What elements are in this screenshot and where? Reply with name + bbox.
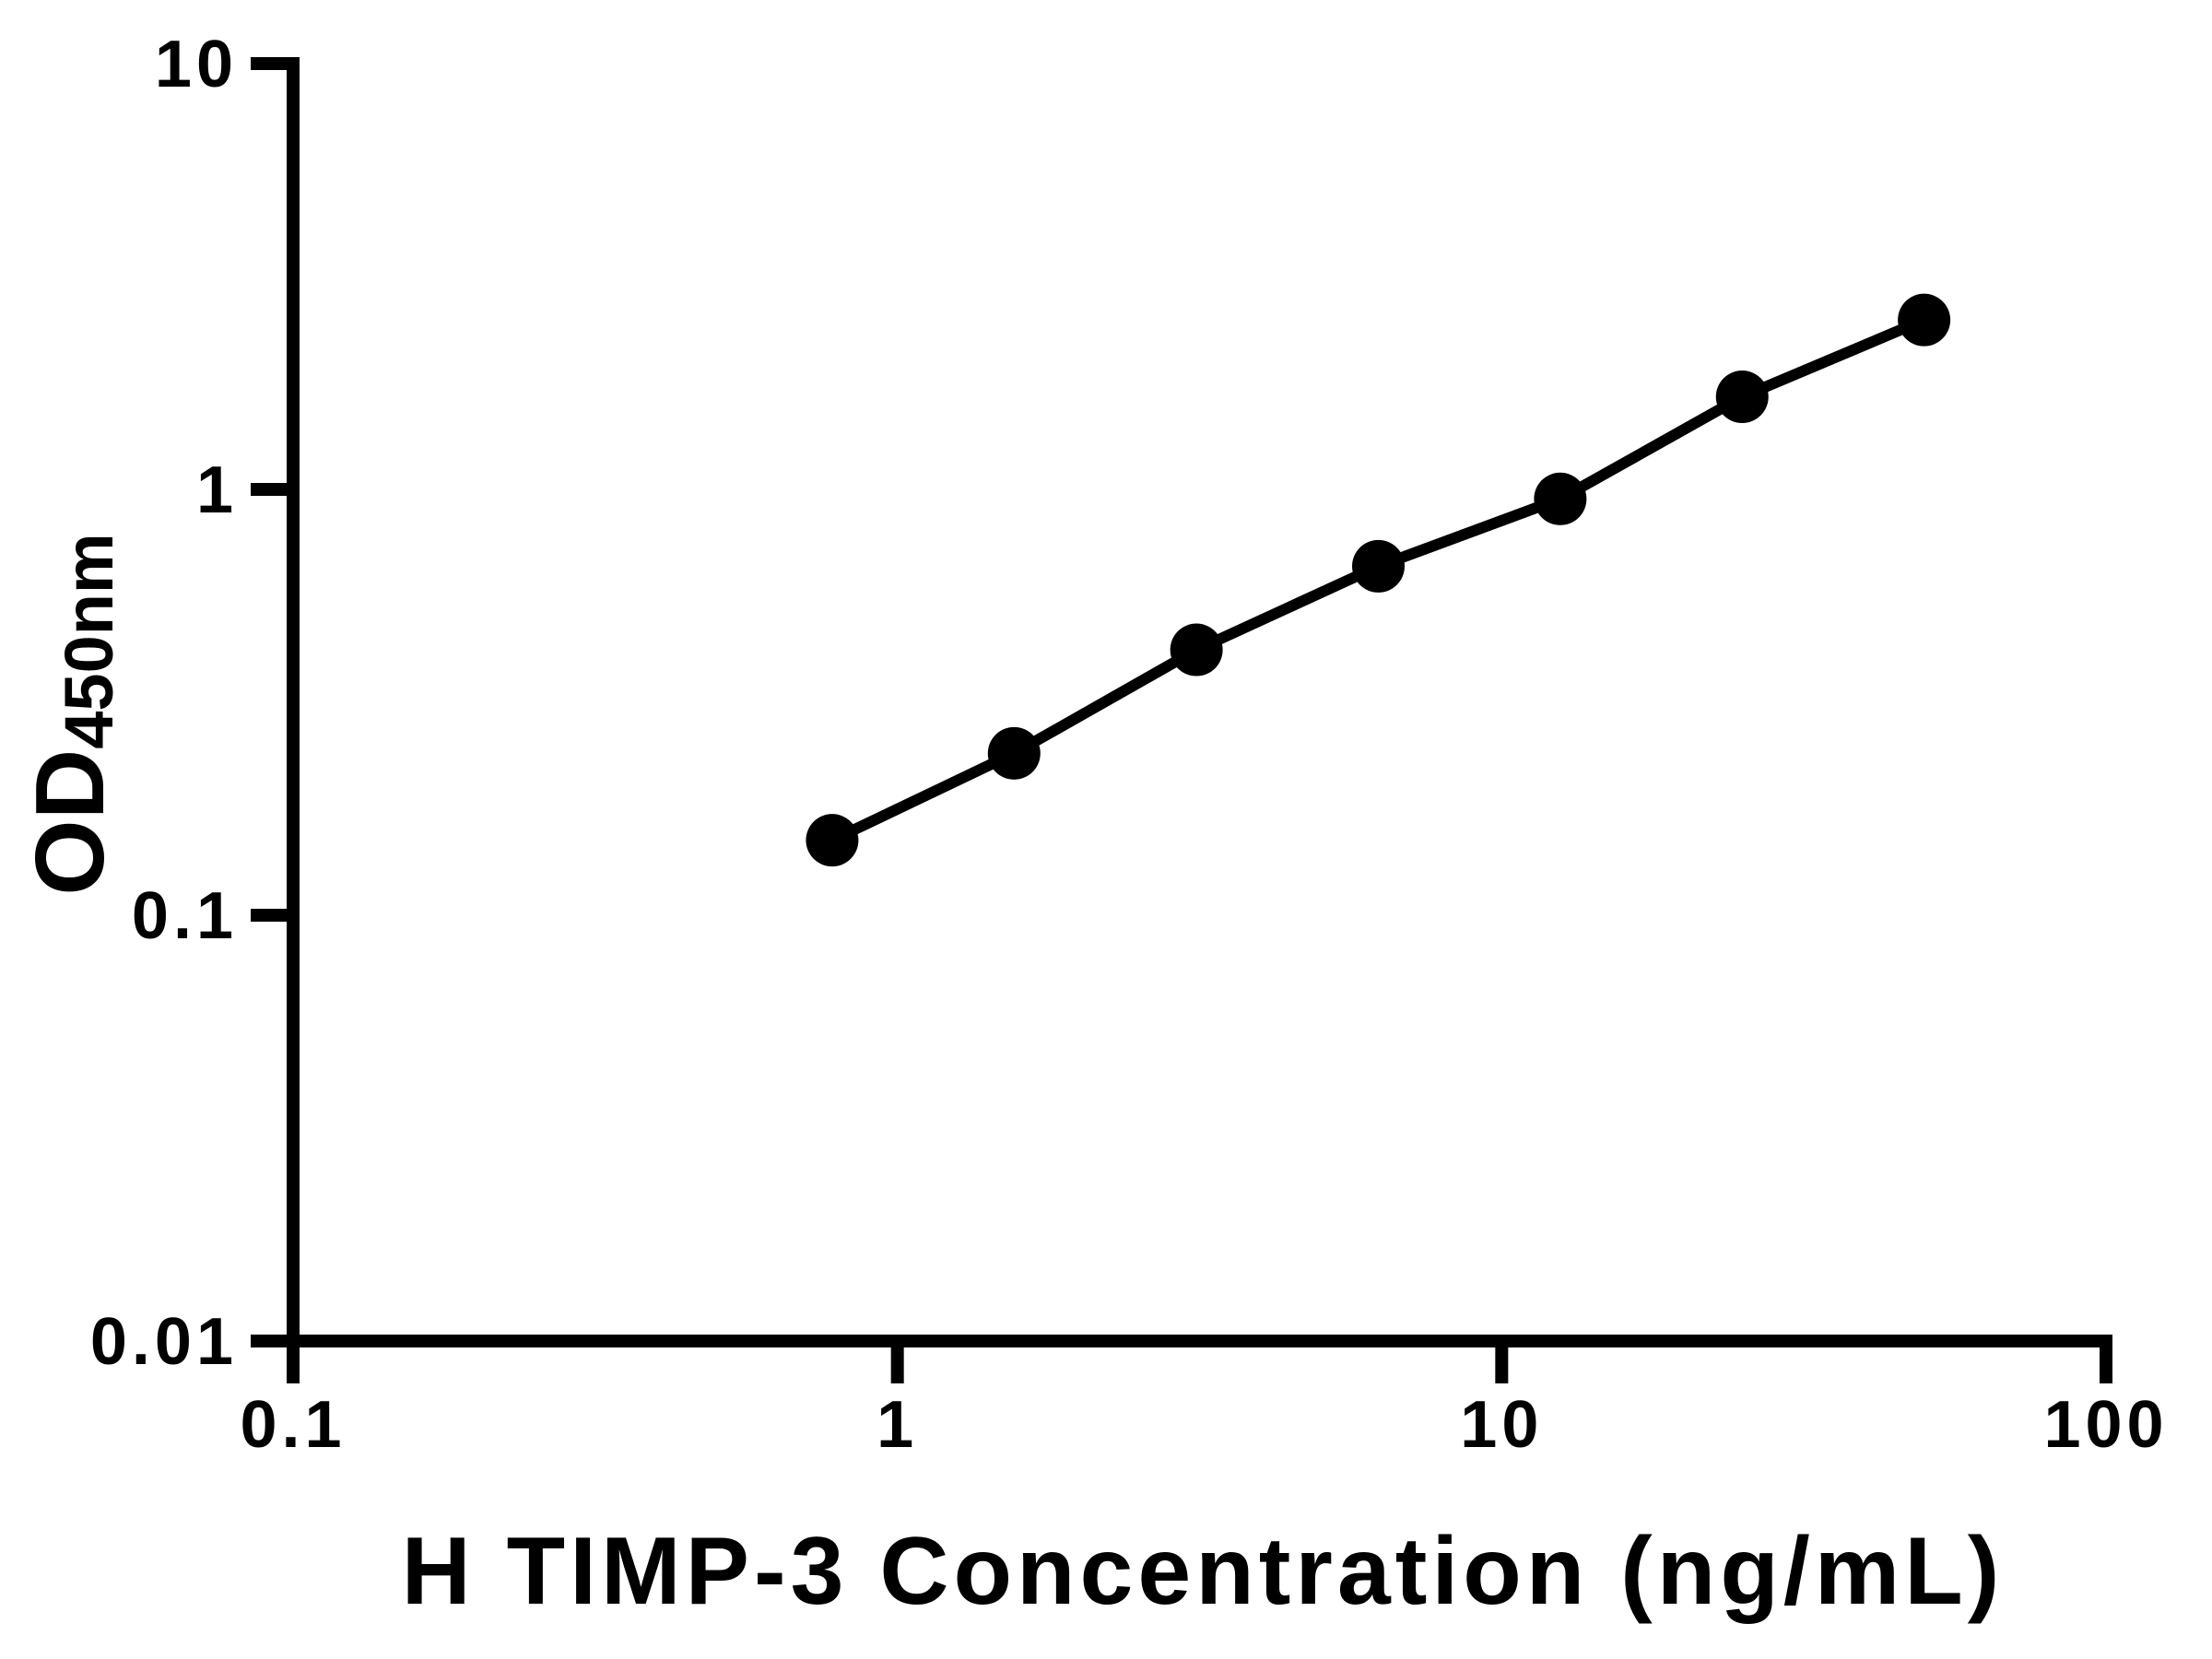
x-tick-label: 0.1: [240, 1388, 346, 1462]
y-tick-label: 0.1: [132, 879, 238, 953]
data-point: [1170, 623, 1223, 677]
data-point: [1351, 539, 1405, 593]
y-tick-label: 10: [155, 28, 238, 101]
data-point: [987, 726, 1041, 780]
y-tick-label: 0.01: [90, 1305, 238, 1379]
data-point: [1715, 371, 1769, 424]
data-layer: [806, 293, 1951, 867]
x-tick-label: 1: [877, 1388, 918, 1462]
y-axis-title-main: OD: [16, 749, 124, 896]
y-tick-label: 1: [196, 453, 238, 527]
data-point: [1534, 472, 1587, 525]
x-tick-label: 10: [1460, 1388, 1543, 1462]
y-axis-title-subscript: 450nm: [51, 533, 127, 748]
x-axis-title: H TIMP-3 Concentration (ng/mL): [402, 1518, 2005, 1625]
y-axis-title: OD450nm: [16, 533, 127, 895]
x-tick-label: 100: [2043, 1388, 2168, 1462]
data-point: [1898, 293, 1951, 347]
data-point: [806, 814, 859, 867]
